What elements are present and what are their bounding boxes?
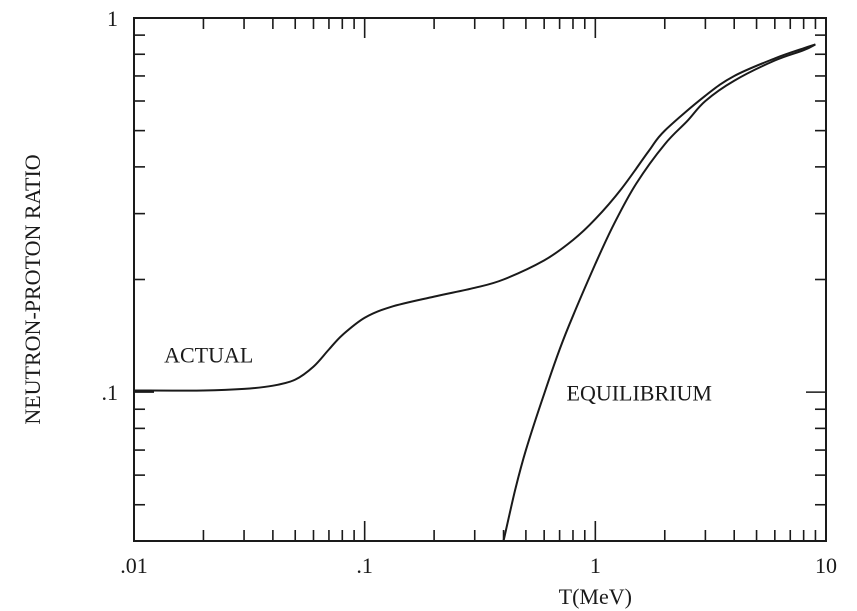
series-line-actual xyxy=(133,43,816,392)
x-axis-title: T(MeV) xyxy=(559,584,632,609)
y-axis-title: NEUTRON-PROTON RATIO xyxy=(20,154,45,424)
major-ticks xyxy=(133,17,827,541)
plot-frame xyxy=(133,17,827,542)
x-tick-label: 10 xyxy=(815,553,837,578)
y-tick-label: .1 xyxy=(102,380,119,405)
x-tick-label: .1 xyxy=(356,553,373,578)
y-tick-label: 1 xyxy=(107,6,118,31)
annotations: ACTUAL EQUILIBRIUM xyxy=(164,342,712,405)
x-tick-label: 1 xyxy=(590,553,601,578)
x-tick-labels: .01 .1 1 10 xyxy=(120,553,837,578)
x-tick-label: .01 xyxy=(120,553,148,578)
annotation-actual: ACTUAL xyxy=(164,342,253,367)
series-line-equilibrium xyxy=(502,43,816,542)
minor-ticks xyxy=(134,18,826,542)
y-tick-labels: .1 1 xyxy=(102,6,119,405)
series-layer xyxy=(133,43,816,542)
annotation-equilibrium: EQUILIBRIUM xyxy=(567,380,712,405)
